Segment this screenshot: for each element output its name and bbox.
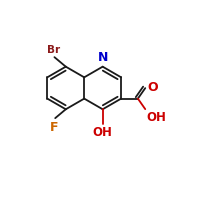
Text: OH: OH [146,111,166,124]
Text: OH: OH [93,126,113,139]
Text: Br: Br [47,45,60,55]
Text: N: N [98,51,108,64]
Text: F: F [50,121,58,134]
Text: O: O [147,81,158,94]
